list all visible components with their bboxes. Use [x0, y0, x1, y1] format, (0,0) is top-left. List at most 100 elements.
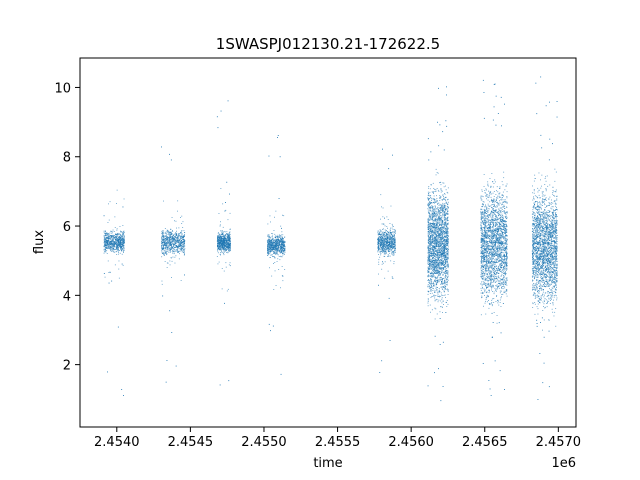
data-point: [439, 195, 441, 196]
data-point: [444, 203, 446, 204]
data-point: [384, 250, 386, 252]
data-point: [429, 237, 431, 239]
data-point: [391, 231, 393, 233]
data-point: [123, 237, 125, 239]
data-point: [445, 277, 447, 279]
data-point: [436, 200, 438, 201]
data-point: [429, 216, 431, 218]
data-point: [427, 275, 429, 276]
data-point: [176, 245, 178, 247]
data-point: [179, 243, 181, 244]
data-point: [430, 285, 432, 286]
data-point: [393, 245, 395, 247]
data-point: [443, 271, 445, 273]
data-point: [433, 283, 435, 285]
data-point: [441, 265, 442, 266]
data-point: [436, 225, 438, 227]
data-point: [429, 227, 431, 228]
data-point: [181, 236, 182, 238]
data-point: [228, 242, 230, 244]
data-point: [224, 250, 226, 252]
data-point: [228, 240, 230, 242]
data-point: [443, 255, 444, 257]
data-point: [117, 234, 119, 235]
data-point: [444, 257, 446, 259]
data-point: [225, 249, 227, 251]
data-point: [436, 218, 438, 220]
data-point: [381, 251, 383, 252]
data-point: [429, 233, 430, 235]
data-point: [445, 280, 447, 282]
data-point: [446, 272, 448, 274]
data-point: [177, 236, 179, 238]
data-point: [436, 265, 437, 267]
data-point: [224, 239, 226, 241]
data-point: [438, 202, 440, 204]
data-point: [217, 248, 219, 250]
data-point: [219, 240, 221, 242]
data-point: [120, 245, 121, 246]
data-point: [118, 236, 120, 238]
data-point: [116, 235, 118, 237]
data-point: [446, 262, 448, 264]
data-point: [379, 248, 381, 250]
data-point: [443, 226, 445, 228]
data-point: [435, 174, 437, 176]
data-point: [180, 232, 181, 234]
data-point: [381, 223, 383, 225]
data-point: [269, 215, 271, 217]
data-point: [226, 240, 228, 241]
data-point: [184, 274, 185, 276]
data-point: [169, 242, 171, 243]
data-point: [438, 233, 439, 235]
data-point: [176, 230, 177, 232]
data-point: [377, 234, 379, 236]
data-point: [393, 239, 395, 241]
data-point: [280, 246, 281, 248]
data-point: [382, 216, 384, 218]
data-point: [435, 213, 437, 215]
data-point: [440, 249, 441, 251]
data-point: [162, 249, 164, 251]
data-point: [224, 246, 225, 248]
data-point: [181, 248, 183, 250]
data-point: [439, 264, 441, 265]
data-point: [447, 210, 449, 212]
data-point: [223, 246, 225, 248]
data-point: [171, 251, 173, 252]
data-point: [173, 238, 175, 240]
data-point: [442, 238, 444, 239]
data-point: [220, 245, 222, 247]
data-point: [382, 223, 384, 225]
data-point: [163, 235, 165, 237]
data-point: [394, 236, 396, 238]
data-point: [394, 250, 396, 252]
data-point: [429, 206, 431, 208]
data-point: [445, 224, 446, 226]
data-point: [428, 199, 430, 201]
data-point: [387, 243, 389, 245]
data-point: [276, 242, 278, 244]
data-point: [280, 247, 282, 249]
data-point: [438, 267, 440, 269]
data-point: [162, 248, 164, 249]
data-point: [274, 249, 276, 250]
data-point: [222, 240, 224, 242]
data-point: [445, 218, 447, 220]
data-point: [173, 240, 174, 242]
data-point: [105, 244, 106, 245]
data-point: [174, 220, 175, 222]
data-point: [428, 209, 430, 211]
data-point: [440, 269, 442, 270]
data-point: [284, 248, 286, 250]
data-point: [432, 230, 434, 232]
data-point: [172, 236, 174, 238]
data-point: [168, 251, 170, 253]
data-point: [164, 246, 166, 248]
data-point: [166, 239, 168, 241]
data-point: [441, 212, 443, 213]
data-point: [163, 250, 165, 252]
data-point: [437, 249, 439, 251]
data-point: [119, 250, 120, 251]
data-point: [378, 242, 379, 244]
